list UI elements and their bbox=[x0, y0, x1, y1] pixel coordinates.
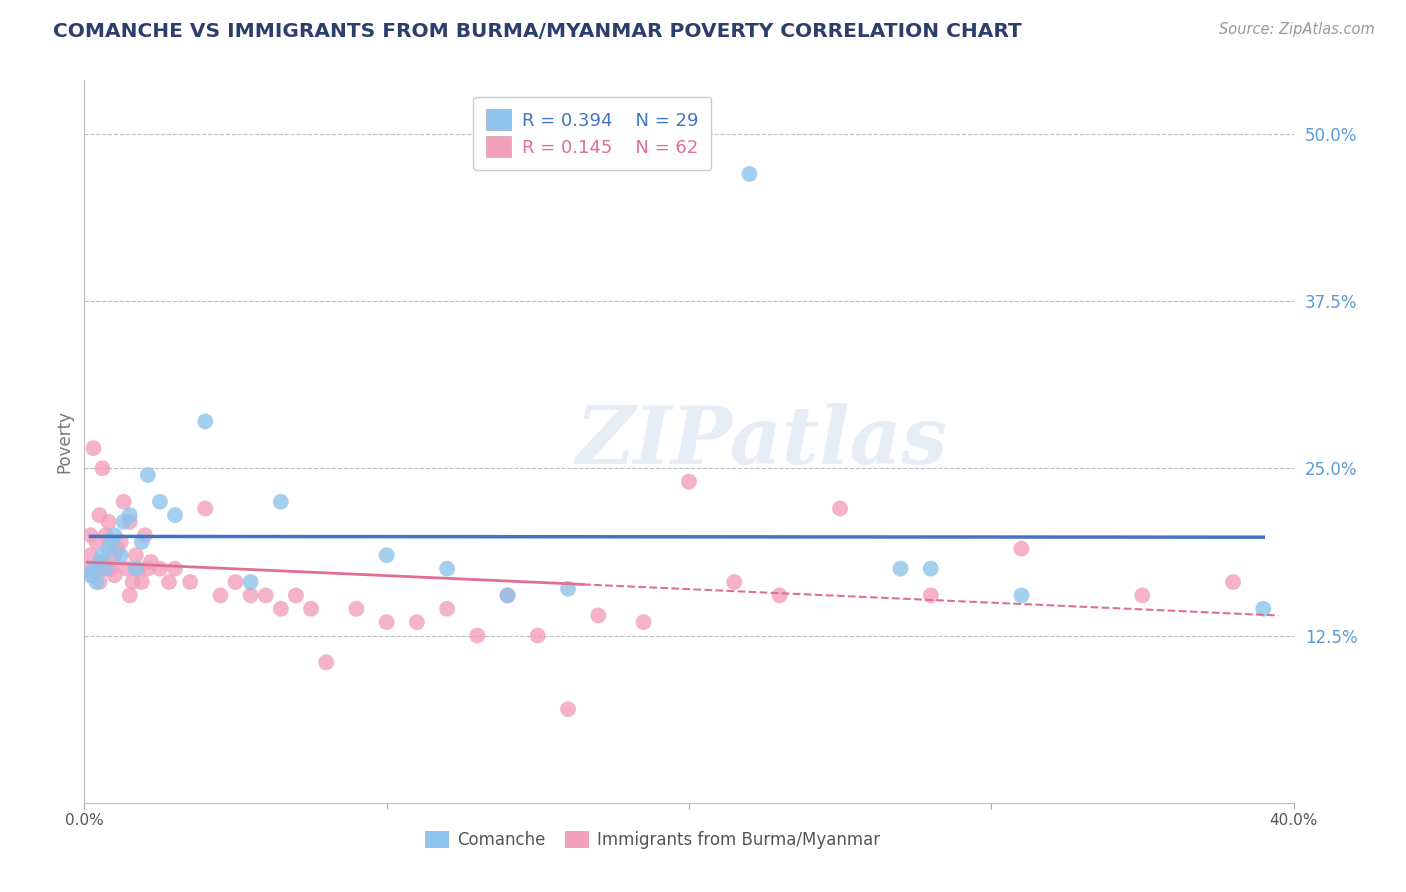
Point bbox=[125, 562, 148, 576]
Point bbox=[112, 494, 135, 508]
Point bbox=[830, 501, 852, 516]
Point bbox=[104, 528, 127, 542]
Point bbox=[678, 475, 700, 489]
Point bbox=[94, 555, 117, 569]
Point bbox=[112, 515, 135, 529]
Point bbox=[115, 562, 138, 576]
Point bbox=[91, 562, 114, 576]
Point bbox=[118, 508, 141, 523]
Point bbox=[588, 608, 610, 623]
Text: ZIPatlas: ZIPatlas bbox=[575, 403, 948, 480]
Point bbox=[97, 541, 120, 556]
Point bbox=[136, 562, 159, 576]
Point bbox=[1130, 589, 1153, 603]
Text: COMANCHE VS IMMIGRANTS FROM BURMA/MYANMAR POVERTY CORRELATION CHART: COMANCHE VS IMMIGRANTS FROM BURMA/MYANMA… bbox=[53, 22, 1022, 41]
Point bbox=[86, 534, 108, 549]
Point bbox=[920, 562, 942, 576]
Point bbox=[97, 515, 120, 529]
Point bbox=[110, 548, 132, 563]
Point bbox=[110, 534, 132, 549]
Point bbox=[315, 655, 337, 669]
Point bbox=[920, 589, 942, 603]
Point bbox=[375, 615, 398, 630]
Point bbox=[239, 589, 262, 603]
Point bbox=[136, 467, 159, 482]
Point bbox=[165, 508, 187, 523]
Point bbox=[239, 575, 262, 590]
Point bbox=[496, 589, 519, 603]
Point bbox=[436, 562, 458, 576]
Point bbox=[79, 548, 101, 563]
Point bbox=[149, 494, 172, 508]
Point bbox=[100, 534, 122, 549]
Point bbox=[890, 562, 912, 576]
Point bbox=[104, 568, 127, 582]
Point bbox=[406, 615, 429, 630]
Point bbox=[131, 575, 153, 590]
Point bbox=[1011, 541, 1033, 556]
Point bbox=[270, 494, 292, 508]
Point bbox=[225, 575, 247, 590]
Point bbox=[97, 562, 120, 576]
Point bbox=[299, 602, 322, 616]
Point bbox=[1011, 589, 1033, 603]
Point bbox=[194, 414, 217, 429]
Point bbox=[527, 628, 550, 642]
Point bbox=[91, 461, 114, 475]
Text: Source: ZipAtlas.com: Source: ZipAtlas.com bbox=[1219, 22, 1375, 37]
Point bbox=[467, 628, 489, 642]
Point bbox=[89, 508, 111, 523]
Point bbox=[285, 589, 308, 603]
Point bbox=[94, 562, 117, 576]
Point bbox=[89, 555, 111, 569]
Point bbox=[86, 562, 108, 576]
Point bbox=[79, 528, 101, 542]
Point bbox=[738, 167, 761, 181]
Point bbox=[82, 442, 104, 455]
Point bbox=[179, 575, 201, 590]
Point bbox=[633, 615, 655, 630]
Point bbox=[121, 575, 143, 590]
Point bbox=[100, 562, 122, 576]
Point bbox=[557, 582, 579, 596]
Point bbox=[82, 568, 104, 582]
Point bbox=[149, 562, 172, 576]
Point bbox=[125, 548, 148, 563]
Point bbox=[76, 562, 98, 576]
Point bbox=[157, 575, 180, 590]
Legend: Comanche, Immigrants from Burma/Myanmar: Comanche, Immigrants from Burma/Myanmar bbox=[419, 824, 887, 856]
Point bbox=[270, 602, 292, 616]
Point bbox=[91, 548, 114, 563]
Point bbox=[107, 541, 129, 556]
Point bbox=[165, 562, 187, 576]
Point bbox=[1253, 602, 1275, 616]
Point bbox=[104, 548, 127, 563]
Point bbox=[128, 562, 150, 576]
Point bbox=[557, 702, 579, 716]
Point bbox=[346, 602, 368, 616]
Point bbox=[769, 589, 792, 603]
Point bbox=[86, 575, 108, 590]
Point bbox=[209, 589, 232, 603]
Point bbox=[89, 575, 111, 590]
Point bbox=[139, 555, 162, 569]
Point bbox=[496, 589, 519, 603]
Point bbox=[118, 515, 141, 529]
Point bbox=[723, 575, 745, 590]
Point bbox=[375, 548, 398, 563]
Point bbox=[194, 501, 217, 516]
Point bbox=[94, 528, 117, 542]
Point bbox=[436, 602, 458, 616]
Point bbox=[79, 568, 101, 582]
Point bbox=[254, 589, 277, 603]
Point bbox=[1222, 575, 1244, 590]
Point bbox=[134, 528, 156, 542]
Point bbox=[131, 534, 153, 549]
Point bbox=[82, 562, 104, 576]
Y-axis label: Poverty: Poverty bbox=[55, 410, 73, 473]
Point bbox=[118, 589, 141, 603]
